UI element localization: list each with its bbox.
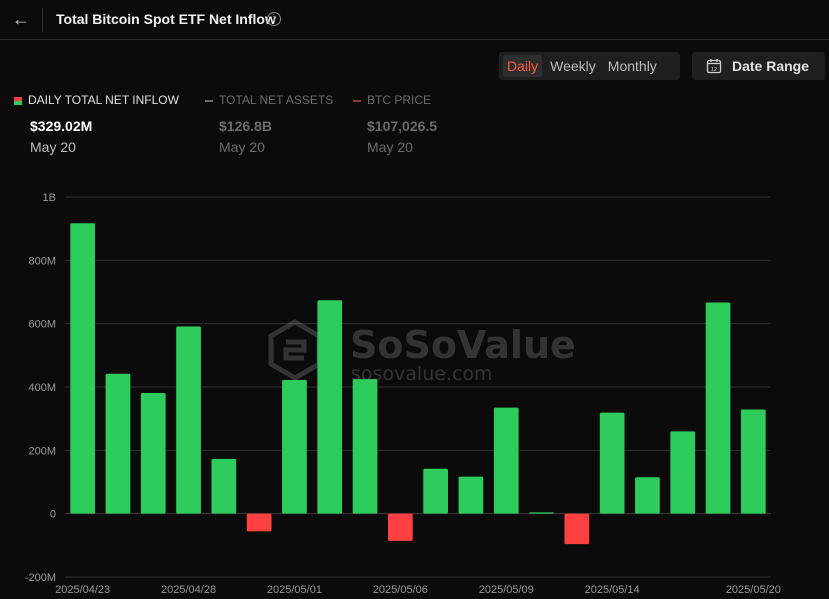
x-tick-label: 2025/05/06 (373, 584, 428, 596)
bar[interactable] (529, 512, 554, 514)
info-icon[interactable]: i (267, 12, 281, 26)
legend-date-daily-inflow: May 20 (30, 139, 76, 155)
bar[interactable] (458, 476, 484, 514)
legend-value-total-net-assets: $126.8B (219, 118, 272, 134)
bar[interactable] (140, 393, 166, 514)
legend-swatch-total-net-assets (205, 99, 213, 102)
bar[interactable] (670, 431, 696, 514)
bar[interactable] (211, 458, 237, 514)
legend-swatch-btc-price (353, 99, 361, 102)
bar[interactable] (423, 468, 449, 514)
watermark-url: sosovalue.com (351, 363, 493, 385)
x-tick-label: 2025/04/23 (55, 584, 110, 596)
legend-label-total-net-assets: TOTAL NET ASSETS (219, 93, 334, 107)
legend-swatch-daily-inflow (14, 96, 22, 105)
y-tick-label: 400M (28, 382, 56, 394)
legend-date-total-net-assets: May 20 (219, 139, 265, 155)
x-tick-label: 2025/05/14 (585, 584, 640, 596)
legend-value-daily-inflow: $329.02M (30, 118, 93, 134)
watermark-brand: SoSoValue (350, 323, 576, 367)
legend-label-daily-inflow: DAILY TOTAL NET INFLOW (28, 93, 179, 107)
legend-item-daily-inflow[interactable]: DAILY TOTAL NET INFLOW (14, 93, 179, 107)
calendar-icon: 12 (706, 59, 722, 74)
bar[interactable] (352, 379, 378, 514)
y-tick-label: -200M (25, 572, 56, 584)
bar[interactable] (740, 409, 766, 514)
bar[interactable] (493, 407, 519, 514)
sosovalue-logo-icon (268, 319, 322, 381)
x-axis-labels: 2025/04/23 2025/04/28 2025/05/01 2025/05/06… (55, 584, 781, 596)
bar[interactable] (176, 326, 201, 514)
y-tick-label: 800M (28, 255, 56, 267)
period-weekly-button[interactable]: Weekly (550, 58, 596, 74)
page-title: Total Bitcoin Spot ETF Net Inflow (56, 11, 276, 27)
y-axis-labels: 1B 800M 600M 400M 200M 0 -200M (25, 192, 56, 584)
svg-text:12: 12 (711, 67, 717, 73)
period-daily-button[interactable]: Daily (503, 55, 543, 77)
bar[interactable] (387, 513, 413, 541)
bar[interactable] (599, 412, 625, 514)
y-tick-label: 200M (28, 445, 56, 457)
x-tick-label: 2025/05/20 (726, 584, 781, 596)
y-tick-label: 0 (50, 509, 56, 521)
period-toggle: Daily Weekly Monthly (499, 52, 680, 80)
bar[interactable] (70, 223, 96, 514)
bar[interactable] (282, 380, 307, 514)
date-range-button[interactable]: 12 Date Range (692, 52, 825, 80)
bar[interactable] (635, 477, 660, 514)
date-range-label: Date Range (732, 58, 810, 74)
gridlines (65, 196, 771, 578)
bar[interactable] (246, 513, 272, 532)
bar[interactable] (705, 302, 731, 514)
legend-item-btc-price[interactable]: BTC PRICE (353, 93, 431, 107)
bars (70, 223, 766, 545)
back-arrow-icon[interactable]: ← (12, 9, 30, 29)
bar[interactable] (105, 373, 131, 514)
y-tick-label: 1B (43, 192, 56, 204)
x-tick-label: 2025/04/28 (161, 584, 216, 596)
x-tick-label: 2025/05/09 (479, 584, 534, 596)
period-monthly-button[interactable]: Monthly (607, 58, 657, 74)
sosovalue-watermark: SoSoValue sosovalue.com (268, 319, 576, 385)
header-bar: ← Total Bitcoin Spot ETF Net Inflow i (0, 0, 829, 40)
legend-item-total-net-assets[interactable]: TOTAL NET ASSETS (205, 93, 333, 107)
y-tick-label: 600M (28, 319, 56, 331)
legend-date-btc-price: May 20 (367, 139, 413, 155)
legend-label-btc-price: BTC PRICE (367, 93, 432, 107)
x-tick-label: 2025/05/01 (267, 584, 322, 596)
bar[interactable] (317, 300, 343, 514)
bar[interactable] (564, 513, 590, 545)
header-divider (42, 8, 43, 32)
net-inflow-bar-chart: SoSoValue sosovalue.com 1B 800M 600M 400M 20… (25, 192, 781, 596)
legend-value-btc-price: $107,026.5 (367, 118, 438, 134)
